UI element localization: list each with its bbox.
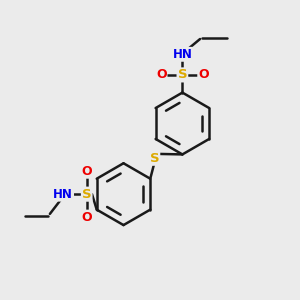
Text: O: O: [156, 68, 166, 81]
Text: S: S: [82, 188, 92, 201]
Text: O: O: [81, 211, 92, 224]
Text: HN: HN: [53, 188, 73, 201]
Text: O: O: [81, 165, 92, 178]
Text: S: S: [150, 152, 159, 165]
Text: S: S: [178, 68, 187, 81]
Text: O: O: [198, 68, 209, 81]
Text: HN: HN: [172, 48, 192, 61]
